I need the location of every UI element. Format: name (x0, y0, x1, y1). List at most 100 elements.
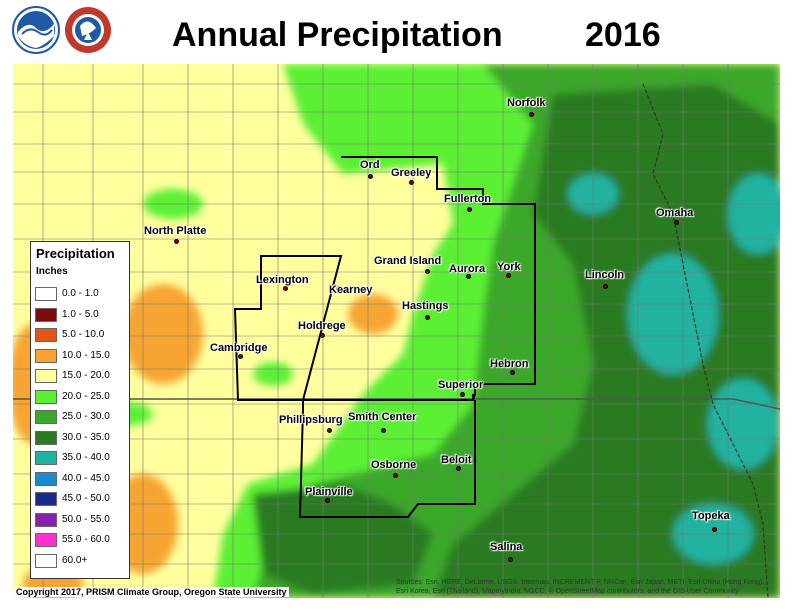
city-dot-omaha (674, 220, 679, 225)
legend-item: 5.0 - 10.0 (35, 327, 129, 343)
city-topeka: Topeka (692, 510, 730, 522)
legend-label: 30.0 - 35.0 (62, 431, 110, 443)
city-dot-salina (508, 557, 513, 562)
legend-swatch (35, 287, 57, 301)
city-dot-lincoln (603, 284, 608, 289)
legend-item: 25.0 - 30.0 (35, 409, 129, 425)
river-border (642, 83, 769, 598)
city-dot-plainville (325, 498, 330, 503)
legend-label: 55.0 - 60.0 (62, 534, 110, 545)
city-hastings: Hastings (402, 300, 449, 312)
map-year: 2016 (585, 16, 661, 54)
legend-label: 25.0 - 30.0 (62, 411, 110, 422)
city-dot-osborne (393, 473, 398, 478)
legend-swatch (35, 553, 57, 568)
city-smith-center: Smith Center (348, 411, 417, 423)
city-plainville: Plainville (305, 486, 353, 498)
city-superior: Superior (438, 379, 484, 391)
city-grand-island: Grand Island (374, 255, 442, 267)
city-lincoln: Lincoln (585, 269, 625, 281)
city-dot-beloit (456, 466, 461, 471)
city-dot-hebron (510, 370, 515, 375)
legend-label: 15.0 - 20.0 (62, 370, 110, 381)
city-norfolk: Norfolk (507, 97, 546, 109)
legend-item: 45.0 - 50.0 (35, 491, 129, 507)
city-york: York (497, 261, 521, 273)
city-lexington: Lexington (256, 274, 309, 286)
legend-swatch (35, 328, 57, 342)
legend-label: 5.0 - 10.0 (62, 329, 105, 340)
legend-label: 1.0 - 5.0 (62, 308, 99, 320)
legend-units: Inches (36, 266, 68, 277)
legend-item: 35.0 - 40.0 (35, 450, 129, 466)
legend-swatch (35, 348, 57, 363)
city-phillipsburg: Phillipsburg (279, 414, 343, 426)
legend-swatch (35, 307, 57, 322)
city-dot-hastings (425, 315, 430, 320)
attribution: Sources: Esri, HERE, DeLorme, USGS, Inte… (396, 579, 765, 595)
legend-swatch (35, 533, 57, 547)
legend-item: 60.0+ (35, 553, 129, 569)
legend-swatch (35, 389, 57, 404)
city-dot-fullerton (467, 207, 472, 212)
legend-swatch (35, 369, 57, 383)
legend-item: 0.0 - 1.0 (35, 286, 129, 302)
legend-label: 40.0 - 45.0 (62, 472, 110, 484)
legend-item: 20.0 - 25.0 (35, 389, 129, 405)
city-beloit: Beloit (441, 454, 472, 466)
city-north-platte: North Platte (144, 225, 207, 237)
nws-logo-icon (65, 7, 111, 53)
city-dot-holdrege (320, 333, 325, 338)
city-osborne: Osborne (371, 459, 417, 471)
city-greeley: Greeley (391, 167, 432, 179)
legend: Precipitation Inches 0.0 - 1.0 1.0 - 5.0 5… (30, 241, 130, 579)
legend-item: 15.0 - 20.0 (35, 368, 129, 384)
legend-title: Precipitation (36, 246, 115, 261)
legend-swatch (35, 451, 57, 465)
city-dot-greeley (409, 180, 414, 185)
legend-item: 50.0 - 55.0 (35, 512, 129, 528)
city-dot-norfolk (529, 112, 534, 117)
legend-label: 35.0 - 40.0 (62, 452, 110, 463)
city-dot-grand-island (425, 269, 430, 274)
legend-item: 40.0 - 45.0 (35, 471, 129, 487)
city-ord: Ord (360, 159, 380, 171)
legend-swatch (35, 430, 57, 445)
legend-swatch (35, 410, 57, 424)
legend-label: 60.0+ (62, 554, 88, 566)
legend-label: 10.0 - 15.0 (62, 349, 110, 361)
legend-item: 30.0 - 35.0 (35, 430, 129, 446)
city-dot-phillipsburg (327, 428, 332, 433)
noaa-logo-icon (12, 6, 60, 54)
city-dot-aurora (466, 274, 471, 279)
city-holdrege: Holdrege (298, 320, 346, 332)
city-dot-kearney (336, 286, 341, 291)
map-title: Annual Precipitation (172, 16, 503, 54)
city-dot-cambridge (238, 354, 243, 359)
legend-swatch (35, 492, 57, 506)
city-dot-topeka (712, 527, 717, 532)
city-dot-superior (460, 392, 465, 397)
city-dot-smith-center (381, 428, 386, 433)
legend-swatch (35, 512, 57, 527)
city-cambridge: Cambridge (210, 342, 268, 354)
cwa-outline (233, 156, 536, 518)
city-kearney: Kearney (329, 284, 373, 296)
copyright: Copyright 2017, PRISM Climate Group, Ore… (14, 587, 289, 597)
legend-label: 20.0 - 25.0 (62, 390, 110, 402)
city-salina: Salina (490, 541, 523, 553)
city-dot-lexington (283, 286, 288, 291)
city-dot-ord (368, 174, 373, 179)
precipitation-map (13, 64, 780, 598)
legend-item: 55.0 - 60.0 (35, 532, 129, 548)
city-omaha: Omaha (656, 207, 694, 219)
legend-item: 10.0 - 15.0 (35, 348, 129, 364)
legend-swatch (35, 471, 57, 486)
legend-label: 45.0 - 50.0 (62, 493, 110, 504)
legend-item: 1.0 - 5.0 (35, 307, 129, 323)
legend-label: 0.0 - 1.0 (62, 288, 99, 299)
city-dot-north-platte (174, 239, 179, 244)
city-hebron: Hebron (490, 358, 529, 370)
legend-label: 50.0 - 55.0 (62, 513, 110, 525)
header: Annual Precipitation 2016 (0, 0, 792, 64)
